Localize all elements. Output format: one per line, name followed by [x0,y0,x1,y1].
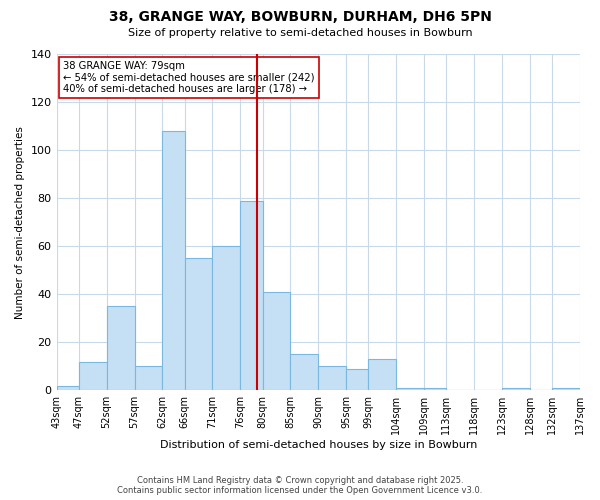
Bar [212,246,241,390]
Bar [346,368,368,390]
Bar [318,366,346,390]
Text: Contains HM Land Registry data © Crown copyright and database right 2025.
Contai: Contains HM Land Registry data © Crown c… [118,476,482,495]
Y-axis label: Number of semi-detached properties: Number of semi-detached properties [15,126,25,318]
Bar [185,258,212,390]
Bar [424,388,446,390]
Bar [502,388,530,390]
Bar [290,354,318,390]
Bar [241,200,263,390]
Text: 38 GRANGE WAY: 79sqm
← 54% of semi-detached houses are smaller (242)
40% of semi: 38 GRANGE WAY: 79sqm ← 54% of semi-detac… [64,61,315,94]
Bar [107,306,134,390]
Bar [163,131,185,390]
Bar [552,388,580,390]
Bar [263,292,290,390]
Bar [396,388,424,390]
Bar [79,362,107,390]
Bar [56,386,79,390]
X-axis label: Distribution of semi-detached houses by size in Bowburn: Distribution of semi-detached houses by … [160,440,477,450]
Bar [368,359,396,390]
Text: 38, GRANGE WAY, BOWBURN, DURHAM, DH6 5PN: 38, GRANGE WAY, BOWBURN, DURHAM, DH6 5PN [109,10,491,24]
Bar [134,366,163,390]
Text: Size of property relative to semi-detached houses in Bowburn: Size of property relative to semi-detach… [128,28,472,38]
